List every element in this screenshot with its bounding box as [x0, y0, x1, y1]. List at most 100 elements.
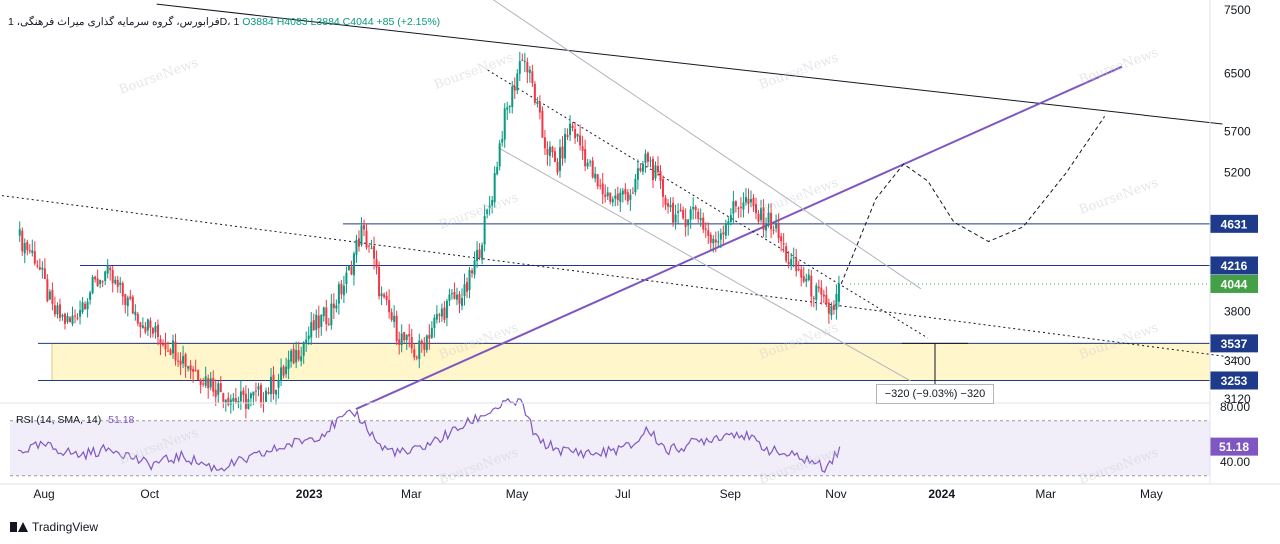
candle-body	[345, 272, 348, 285]
candle-body	[307, 335, 310, 340]
trend-line-1	[355, 65, 1123, 410]
candle	[827, 298, 830, 324]
candle	[61, 313, 64, 321]
candle	[501, 130, 504, 147]
price-tick-label: 3800	[1224, 305, 1251, 319]
candle	[199, 378, 202, 394]
candle-body	[400, 333, 403, 346]
candle	[149, 317, 152, 338]
candle	[760, 199, 763, 223]
candle-body	[591, 160, 594, 178]
candle-body	[586, 162, 589, 167]
candle-body	[644, 153, 647, 163]
candle-body	[679, 209, 682, 211]
tradingview-logo[interactable]: TradingView	[10, 520, 98, 534]
candle	[297, 341, 300, 362]
candle	[169, 348, 172, 356]
candle-body	[775, 222, 778, 229]
candle	[378, 261, 381, 300]
candle-body	[267, 392, 270, 394]
candle-body	[342, 285, 345, 296]
candle	[305, 331, 308, 352]
candle	[119, 277, 122, 294]
candle	[134, 304, 137, 321]
candle	[352, 251, 355, 286]
candle-body	[239, 391, 242, 402]
candle-body	[111, 270, 114, 284]
candle-body	[807, 274, 810, 280]
candle	[385, 291, 388, 306]
candle-body	[197, 370, 200, 381]
candle-body	[453, 291, 456, 299]
candle-body	[415, 356, 418, 358]
candle-body	[31, 250, 34, 254]
candle-body	[548, 146, 551, 156]
candle	[101, 280, 104, 288]
candle	[724, 219, 727, 240]
candle	[423, 337, 426, 357]
candle	[692, 197, 695, 220]
candle-body	[23, 243, 26, 254]
candle	[174, 333, 177, 366]
candle	[516, 69, 519, 95]
candle	[782, 233, 785, 253]
candle	[41, 261, 44, 279]
candle	[468, 266, 471, 299]
candle	[76, 313, 79, 321]
candle-body	[212, 378, 215, 392]
watermark: BourseNews	[437, 190, 520, 233]
candle-body	[518, 61, 521, 74]
candle-body	[104, 271, 107, 282]
candle-body	[498, 143, 501, 167]
rsi-label: RSI (14, SMA, 14)	[16, 414, 102, 426]
candle	[33, 241, 36, 266]
candle-body	[129, 296, 132, 299]
candle	[742, 192, 745, 218]
candle	[259, 382, 262, 408]
candle	[526, 57, 529, 84]
candle-body	[139, 322, 142, 328]
candle	[126, 295, 129, 317]
candle	[106, 259, 109, 279]
candle-body	[154, 326, 157, 333]
candle	[330, 293, 333, 330]
candle	[651, 155, 654, 189]
candle	[129, 289, 132, 301]
candle-body	[471, 270, 474, 274]
rsi-tick-label: 40.00	[1220, 455, 1250, 469]
candle	[709, 232, 712, 251]
candle-body	[601, 183, 604, 195]
candle-body	[43, 268, 46, 279]
candle-body	[410, 336, 413, 349]
candle	[370, 239, 373, 250]
candle-body	[702, 217, 705, 230]
candle	[342, 275, 345, 304]
candle	[815, 282, 818, 311]
candle-body	[654, 165, 657, 179]
candle	[21, 227, 24, 256]
candle	[383, 292, 386, 299]
candle	[242, 387, 245, 404]
candle-body	[204, 376, 207, 386]
candle	[317, 305, 320, 338]
candle-body	[503, 108, 506, 140]
candle-body	[199, 380, 202, 386]
candle	[254, 382, 257, 402]
candle-body	[222, 393, 225, 402]
candle	[546, 141, 549, 166]
candle-body	[26, 241, 29, 251]
candle	[657, 156, 660, 176]
candle	[460, 288, 463, 311]
candle-body	[606, 192, 609, 197]
price-badge-bg	[1210, 274, 1258, 293]
candle-body	[242, 390, 245, 395]
candle-body	[101, 281, 104, 283]
candle	[591, 156, 594, 179]
candle	[719, 228, 722, 249]
candle-body	[443, 307, 446, 320]
candle-body	[189, 365, 192, 371]
candle	[694, 205, 697, 220]
candle	[307, 326, 310, 345]
candle-body	[450, 293, 453, 295]
